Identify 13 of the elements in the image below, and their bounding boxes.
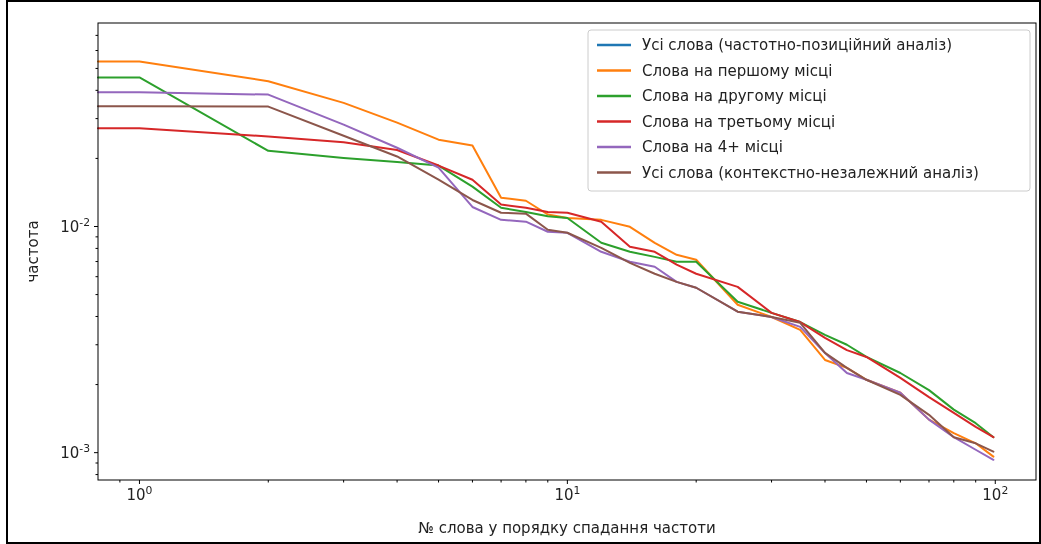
x-tick-label: 10$^{1}$ — [554, 483, 581, 504]
y-tick-label: 10$^{-2}$ — [60, 215, 90, 236]
legend-label: Слова на першому місці — [642, 61, 833, 80]
legend-label: Слова на 4+ місці — [642, 138, 783, 156]
legend-label: Слова на третьому місці — [642, 112, 836, 131]
legend-label: Усі слова (частотно-позиційний аналіз) — [642, 36, 953, 54]
legend-label: Усі слова (контекстно-незалежний аналіз) — [642, 163, 979, 182]
y-tick-label: 10$^{-3}$ — [60, 441, 90, 462]
x-tick-label: 10$^{0}$ — [126, 483, 153, 504]
y-axis-title: частота — [24, 220, 42, 283]
x-axis-title: № слова у порядку спадання частоти — [418, 519, 716, 537]
legend-label: Слова на другому місці — [642, 87, 827, 105]
x-tick-label: 10$^{2}$ — [982, 483, 1009, 504]
